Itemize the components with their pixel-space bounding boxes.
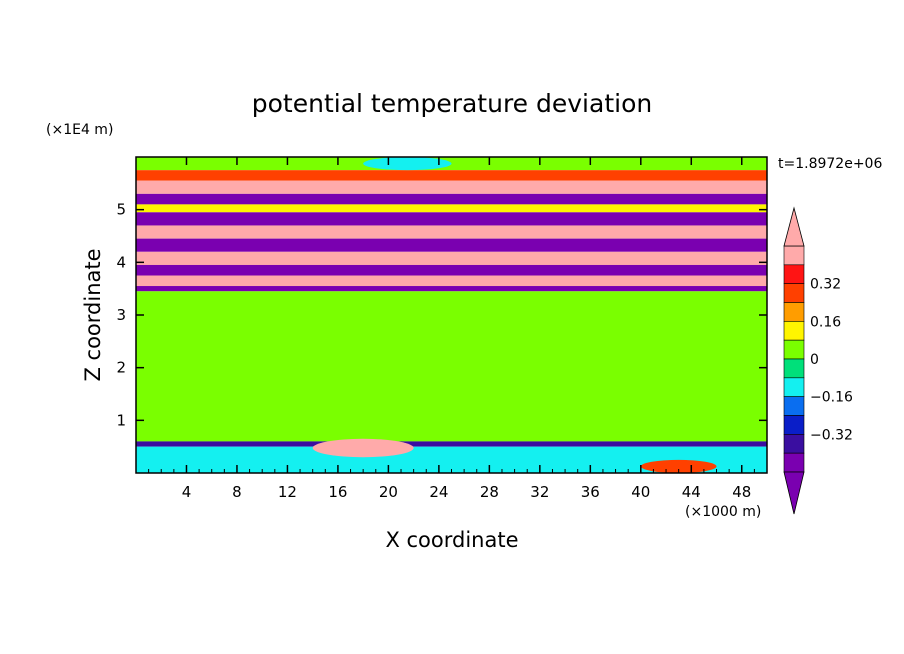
colorbar-segment bbox=[783, 415, 805, 435]
contour-band-0 bbox=[136, 157, 767, 171]
colorbar-segment bbox=[783, 434, 805, 454]
contour-band-3 bbox=[136, 193, 767, 205]
contour-band-8 bbox=[136, 251, 767, 265]
colorbar-segment bbox=[783, 245, 805, 266]
x-axis: 4 8 12 16 20 24 28 32 36 40 44 48 bbox=[148, 157, 755, 501]
contour-patch-2 bbox=[363, 157, 452, 171]
x-axis-label: X coordinate bbox=[385, 528, 518, 552]
contour-patch-0 bbox=[312, 438, 414, 458]
contour-band-12 bbox=[136, 291, 767, 442]
y-tick-label: 3 bbox=[116, 306, 126, 324]
y-unit-label: (×1E4 m) bbox=[46, 122, 113, 138]
colorbar-segment bbox=[783, 302, 805, 322]
colorbar-segment bbox=[783, 339, 805, 360]
y-tick-label: 1 bbox=[116, 411, 126, 429]
contour-band-7 bbox=[136, 238, 767, 252]
x-tick-label: 12 bbox=[278, 483, 297, 501]
contour-band-9 bbox=[136, 264, 767, 276]
chart-title: potential temperature deviation bbox=[252, 89, 652, 118]
colorbar-segment bbox=[783, 283, 805, 303]
y-tick-label: 5 bbox=[116, 201, 126, 219]
x-tick-label: 16 bbox=[328, 483, 347, 501]
y-tick-label: 4 bbox=[116, 253, 126, 271]
colorbar-segment bbox=[783, 452, 805, 473]
contour-band-5 bbox=[136, 212, 767, 226]
y-axis-label: Z coordinate bbox=[81, 248, 105, 381]
colorbar-label: 0 bbox=[810, 352, 819, 368]
colorbar-over-arrow bbox=[783, 206, 805, 247]
x-tick-label: 48 bbox=[732, 483, 751, 501]
contour-band-11 bbox=[136, 286, 767, 292]
contour-band-2 bbox=[136, 180, 767, 194]
x-tick-label: 8 bbox=[232, 483, 242, 501]
contour-band-6 bbox=[136, 225, 767, 239]
x-tick-label: 44 bbox=[682, 483, 701, 501]
colorbar-segment bbox=[783, 396, 805, 416]
colorbar-segment bbox=[783, 321, 805, 341]
colorbar-segment bbox=[783, 377, 805, 397]
colorbar-label: −0.16 bbox=[810, 390, 853, 406]
plot-area bbox=[136, 157, 767, 473]
contour-band-4 bbox=[136, 204, 767, 213]
colorbar-segment bbox=[783, 264, 805, 284]
x-tick-label: 40 bbox=[631, 483, 650, 501]
colorbar-label: −0.32 bbox=[810, 427, 853, 443]
x-tick-label: 32 bbox=[530, 483, 549, 501]
x-unit-label: (×1000 m) bbox=[685, 504, 761, 520]
contour-band-13 bbox=[136, 441, 767, 447]
contour-patch-1 bbox=[640, 459, 717, 473]
y-tick-label: 2 bbox=[116, 359, 126, 377]
colorbar-under-arrow bbox=[783, 471, 805, 515]
y-axis: 1 2 3 4 5 bbox=[116, 201, 767, 429]
x-tick-label: 24 bbox=[429, 483, 448, 501]
time-label: t=1.8972e+06 bbox=[778, 156, 882, 172]
x-tick-label: 28 bbox=[480, 483, 499, 501]
x-tick-label: 20 bbox=[379, 483, 398, 501]
colorbar-label: 0.32 bbox=[810, 277, 841, 293]
colorbar: 0.32 0.16 0 −0.16 −0.32 bbox=[783, 206, 853, 515]
colorbar-segment bbox=[783, 358, 805, 379]
contour-band-1 bbox=[136, 170, 767, 181]
contour-band-10 bbox=[136, 275, 767, 287]
colorbar-label: 0.16 bbox=[810, 314, 841, 330]
x-tick-label: 4 bbox=[182, 483, 192, 501]
x-tick-label: 36 bbox=[581, 483, 600, 501]
